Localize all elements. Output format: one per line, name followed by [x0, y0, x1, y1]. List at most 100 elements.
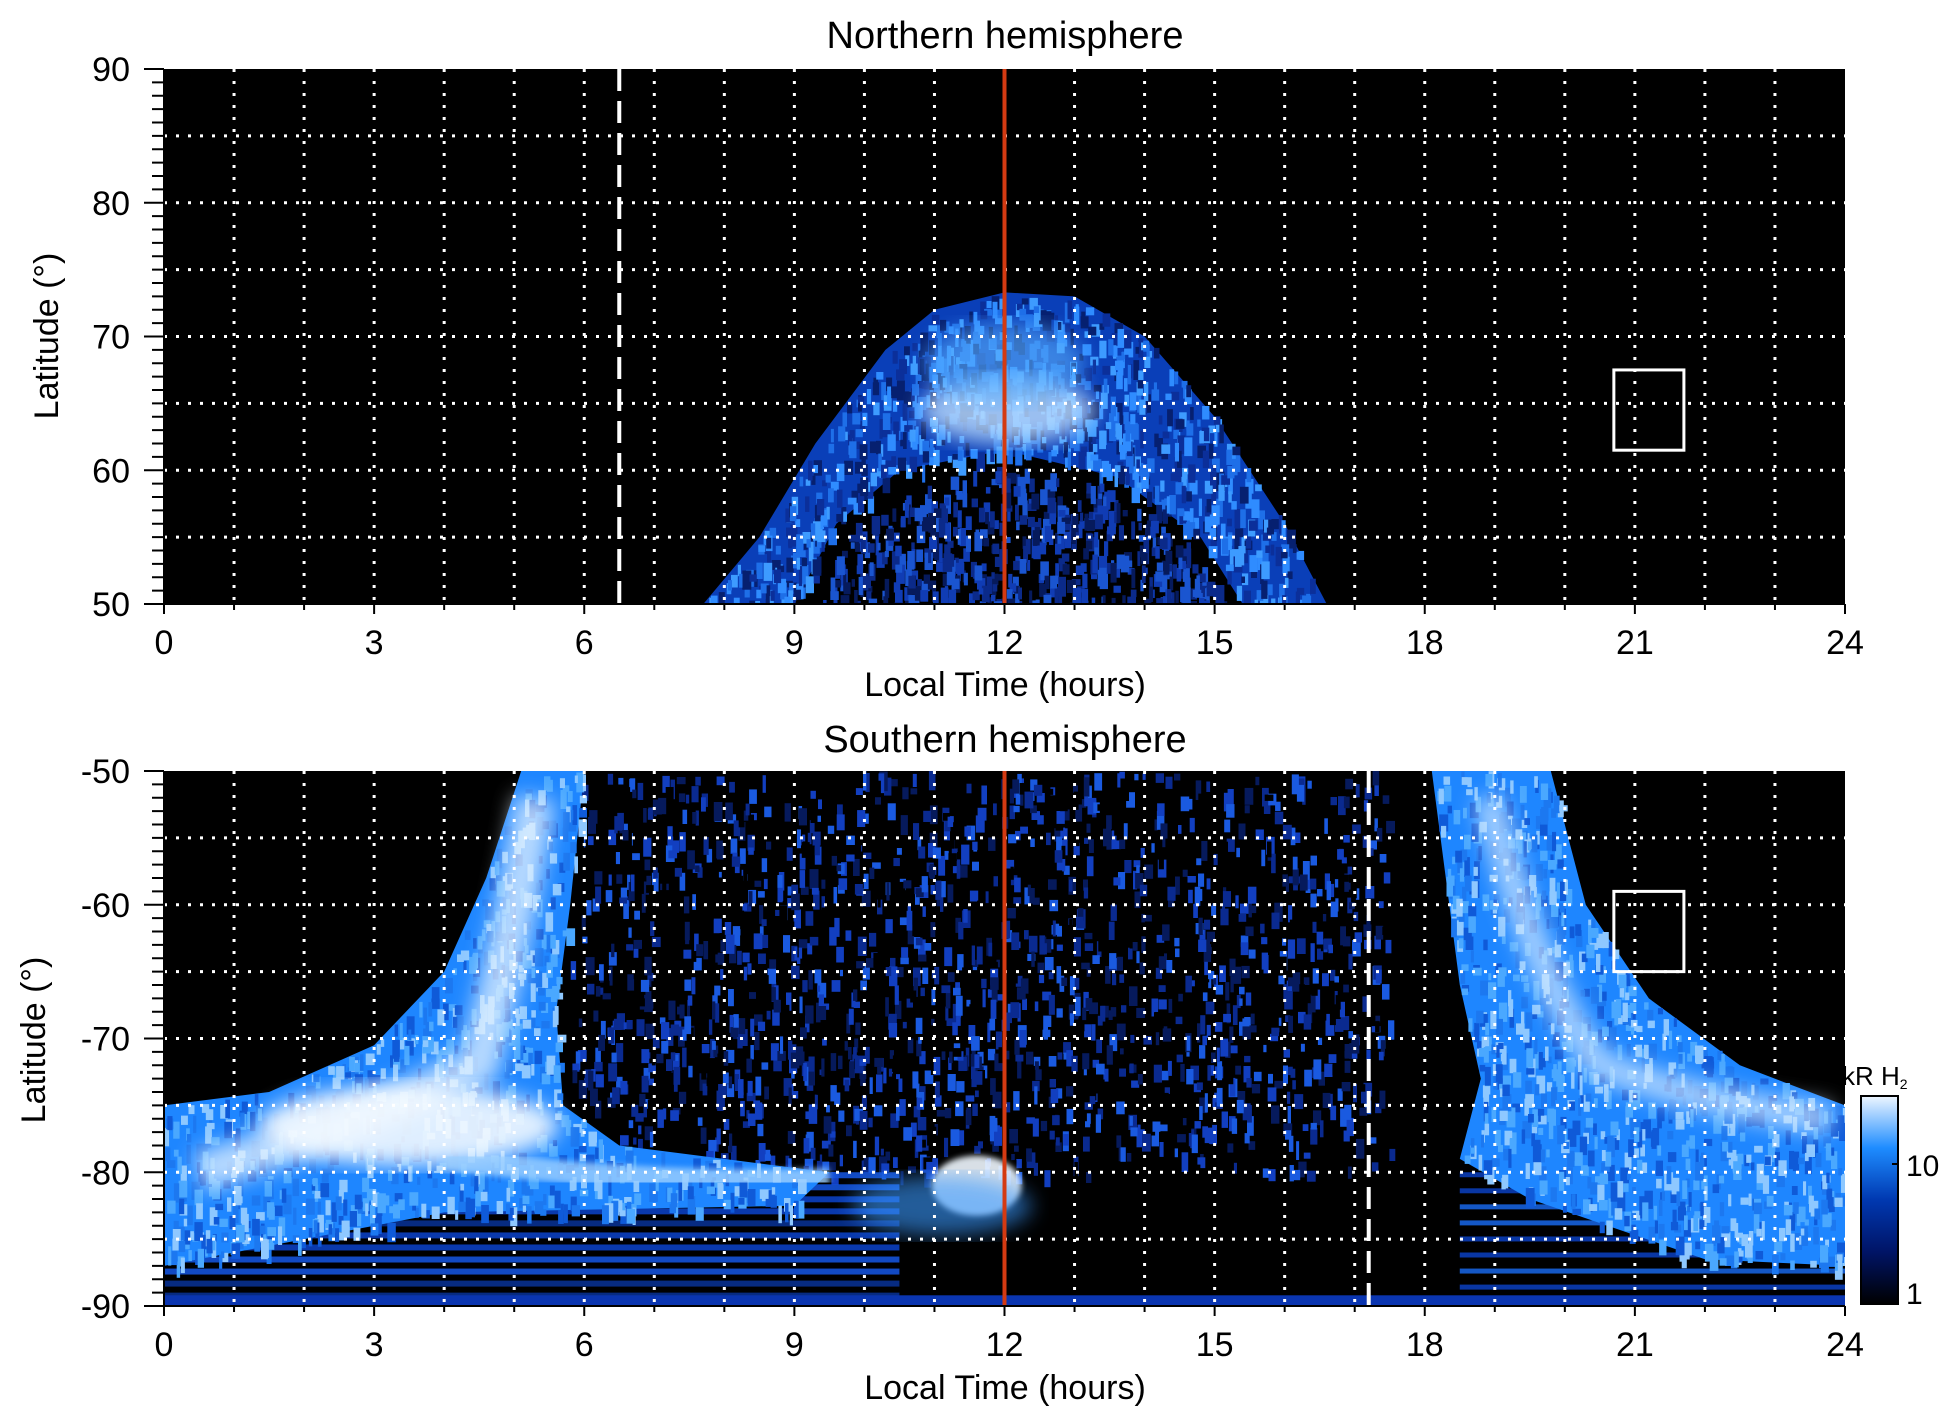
- data-cell: [1600, 1173, 1608, 1184]
- data-cell: [395, 1025, 398, 1037]
- data-cell: [1175, 591, 1179, 603]
- data-cell: [1066, 1086, 1073, 1096]
- data-cell: [1178, 994, 1183, 1002]
- data-cell: [1188, 604, 1192, 624]
- data-cell: [1016, 1159, 1022, 1168]
- data-cell: [1843, 1196, 1850, 1207]
- data-cell: [1056, 837, 1062, 852]
- data-cell: [1662, 1191, 1665, 1201]
- data-cell: [612, 1087, 620, 1104]
- data-cell: [1273, 1135, 1280, 1143]
- data-cell: [1113, 1054, 1119, 1074]
- data-cell: [1051, 450, 1057, 456]
- data-cell: [1096, 1064, 1105, 1075]
- data-cell: [1202, 406, 1209, 420]
- data-cell: [1344, 1105, 1351, 1120]
- data-cell: [507, 1188, 511, 1202]
- data-cell: [702, 1044, 710, 1053]
- data-cell: [995, 574, 1003, 581]
- data-cell: [497, 1201, 504, 1214]
- data-cell: [1081, 963, 1090, 970]
- data-cell: [360, 1054, 364, 1071]
- data-cell: [566, 928, 575, 946]
- data-cell: [1138, 1074, 1143, 1085]
- data-cell: [754, 1032, 759, 1050]
- data-cell: [611, 944, 614, 957]
- data-cell: [757, 1124, 763, 1136]
- data-cell: [398, 1199, 405, 1210]
- data-cell: [552, 986, 559, 999]
- data-cell: [935, 881, 941, 900]
- data-cell: [463, 1025, 467, 1033]
- data-cell: [634, 911, 640, 920]
- data-cell: [1525, 1081, 1532, 1094]
- data-cell: [1268, 1074, 1273, 1084]
- data-cell: [823, 600, 827, 617]
- data-cell: [947, 972, 954, 982]
- data-cell: [174, 1150, 179, 1157]
- data-cell: [1203, 451, 1209, 469]
- data-cell: [953, 502, 958, 517]
- data-cell: [1627, 1044, 1631, 1057]
- data-cell: [794, 909, 801, 928]
- data-cell: [847, 404, 852, 414]
- data-cell: [1031, 494, 1039, 510]
- data-cell: [1283, 557, 1290, 574]
- data-cell: [924, 943, 931, 951]
- data-cell: [1033, 530, 1040, 545]
- data-cell: [1628, 1139, 1634, 1157]
- data-cell: [1746, 1155, 1751, 1163]
- data-cell: [1084, 888, 1088, 899]
- data-cell: [1040, 943, 1047, 954]
- data-cell: [901, 947, 908, 957]
- data-cell: [1116, 1102, 1125, 1115]
- data-cell: [1310, 579, 1316, 594]
- data-cell: [564, 1204, 568, 1223]
- data-cell: [1216, 985, 1223, 995]
- data-cell: [571, 1127, 580, 1147]
- stripe: [164, 1244, 899, 1250]
- data-cell: [832, 980, 841, 992]
- data-cell: [934, 450, 940, 466]
- data-cell: [225, 1100, 230, 1119]
- data-cell: [766, 842, 771, 850]
- data-cell: [975, 1091, 979, 1098]
- data-cell: [911, 364, 919, 375]
- data-cell: [1084, 838, 1089, 844]
- data-cell: [989, 1019, 995, 1031]
- data-cell: [1615, 1208, 1623, 1220]
- data-cell: [851, 542, 855, 549]
- data-cell: [893, 858, 900, 866]
- data-cell: [1282, 520, 1286, 538]
- data-cell: [739, 809, 745, 827]
- data-cell: [1602, 1027, 1609, 1037]
- data-cell: [938, 856, 945, 876]
- data-cell: [1026, 443, 1032, 461]
- data-cell: [195, 1190, 204, 1206]
- data-cell: [188, 1250, 192, 1261]
- data-cell: [1155, 571, 1163, 581]
- data-cell: [748, 1114, 756, 1127]
- data-cell: [1114, 822, 1121, 836]
- data-cell: [1020, 827, 1028, 834]
- data-cell: [634, 940, 642, 949]
- data-cell: [802, 980, 807, 992]
- data-cell: [1097, 804, 1104, 811]
- data-cell: [609, 875, 612, 886]
- data-cell: [687, 850, 695, 869]
- data-cell: [1025, 792, 1034, 809]
- data-cell: [824, 1116, 832, 1133]
- data-cell: [1167, 589, 1171, 603]
- data-cell: [1035, 1002, 1039, 1012]
- data-cell: [1128, 948, 1133, 960]
- data-cell: [917, 579, 922, 586]
- data-cell: [927, 1128, 936, 1146]
- data-cell: [656, 1054, 663, 1063]
- data-cell: [1129, 1022, 1136, 1035]
- data-cell: [828, 488, 834, 502]
- data-cell: [1217, 1048, 1220, 1063]
- data-cell: [1013, 1091, 1019, 1110]
- data-cell: [1377, 913, 1384, 920]
- data-cell: [1188, 876, 1196, 883]
